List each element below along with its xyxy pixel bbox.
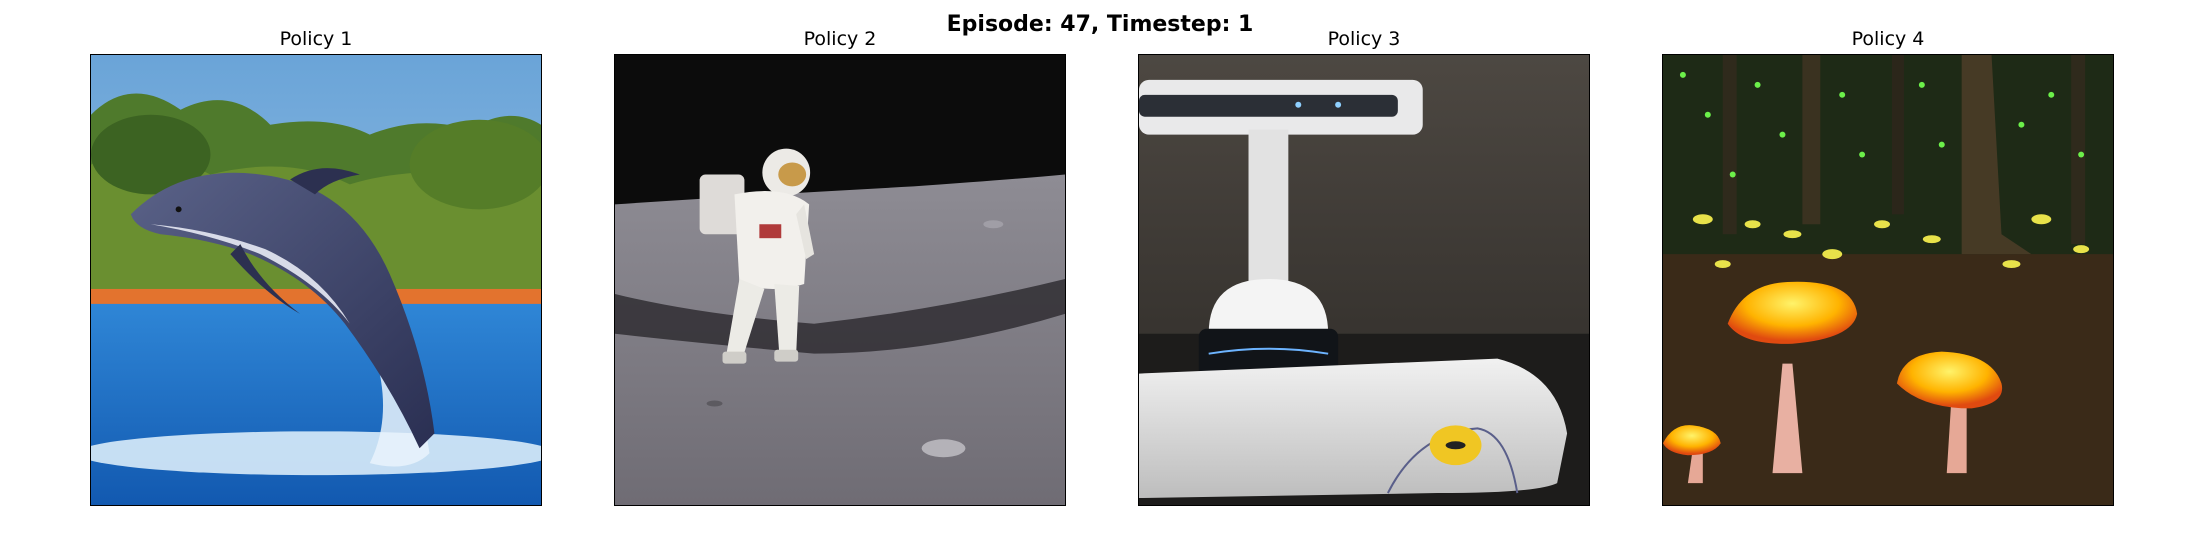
panel-image-astronaut — [614, 54, 1066, 506]
dolphin-illustration — [91, 55, 541, 505]
panel-image-dolphin — [90, 54, 542, 506]
mushrooms-illustration — [1663, 55, 2113, 505]
panel-title-1: Policy 1 — [279, 28, 353, 50]
panel-image-device — [1138, 54, 1590, 506]
device-illustration — [1139, 55, 1589, 505]
panel-title-2: Policy 2 — [803, 28, 877, 50]
panel-image-mushrooms — [1662, 54, 2114, 506]
panel-title-4: Policy 4 — [1851, 28, 1925, 50]
panel-title-3: Policy 3 — [1327, 28, 1401, 50]
figure-title: Episode: 47, Timestep: 1 — [946, 12, 1254, 37]
astronaut-illustration — [615, 55, 1065, 505]
